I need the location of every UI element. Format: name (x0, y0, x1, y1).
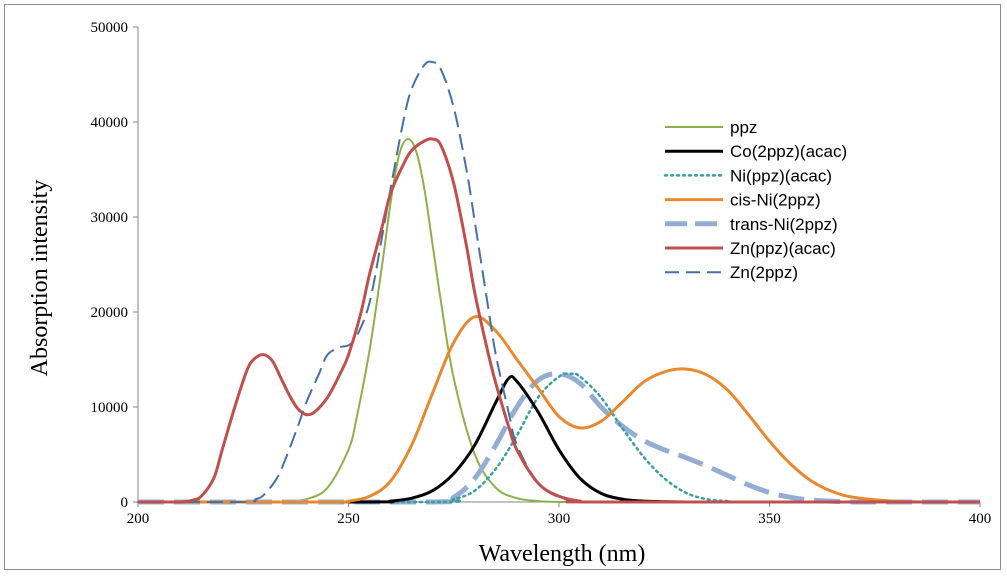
series-line-zn-2ppz (138, 60, 980, 504)
x-tick-label: 250 (337, 511, 360, 527)
series-line-co-2ppz-acac (138, 374, 980, 504)
y-tick-label: 20000 (91, 305, 129, 321)
legend-label: Ni(ppz)(acac) (730, 166, 832, 185)
y-tick-label: 40000 (91, 115, 129, 131)
axes: 0 10000 20000 30000 40000 50000 200 250 300 350 40… (91, 20, 992, 527)
x-axis-label: Wavelength (nm) (479, 541, 646, 567)
series-line-zn-ppz-acac (138, 137, 980, 504)
series-line-ppz (138, 138, 980, 504)
legend-label: ppz (730, 118, 757, 137)
chart-frame (4, 4, 1001, 570)
legend-label: Zn(ppz)(acac) (730, 239, 836, 258)
y-tick-label: 30000 (91, 210, 129, 226)
x-tick-label: 200 (127, 511, 150, 527)
y-axis-label: Absorption intensity (27, 180, 53, 377)
series-layer (136, 60, 982, 505)
y-tick-label: 50000 (91, 20, 129, 36)
series-line-cis-ni-2ppz (138, 315, 980, 504)
legend: ppz Co(2ppz)(acac) Ni(ppz)(acac) cis-Ni(2pp… (663, 118, 847, 282)
series-line-trans-ni-2ppz (138, 371, 980, 505)
x-tick-label: 300 (548, 511, 571, 527)
series-line-ni-ppz-acac (136, 372, 982, 504)
legend-label: Co(2ppz)(acac) (730, 142, 847, 161)
legend-label: trans-Ni(2ppz) (730, 215, 838, 234)
legend-label: cis-Ni(2ppz) (730, 191, 821, 210)
x-tick-label: 350 (758, 511, 781, 527)
x-tick-label: 400 (969, 511, 992, 527)
legend-label: Zn(2ppz) (730, 263, 798, 282)
y-tick-label: 10000 (91, 400, 129, 416)
y-tick-label: 0 (121, 495, 129, 511)
